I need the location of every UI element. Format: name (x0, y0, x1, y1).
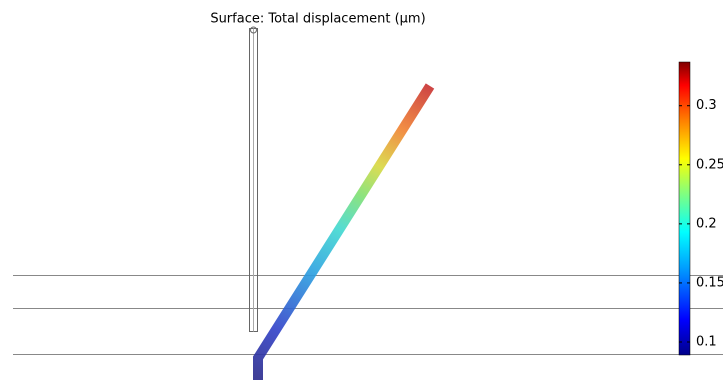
deformed-beam (258, 86, 430, 380)
colorbar-tick-label: 0.15 (696, 275, 723, 290)
colorbar-tick-label: 0.3 (696, 98, 717, 113)
colorbar-tick-label: 0.1 (696, 335, 717, 350)
chart-title: Surface: Total displacement (µm) (210, 12, 425, 27)
chart: Surface: Total displacement (µm) 0.1 0.15… (0, 0, 723, 380)
colorbar-tick-label: 0.2 (696, 216, 717, 231)
colorbar-tick-label: 0.25 (696, 157, 723, 172)
